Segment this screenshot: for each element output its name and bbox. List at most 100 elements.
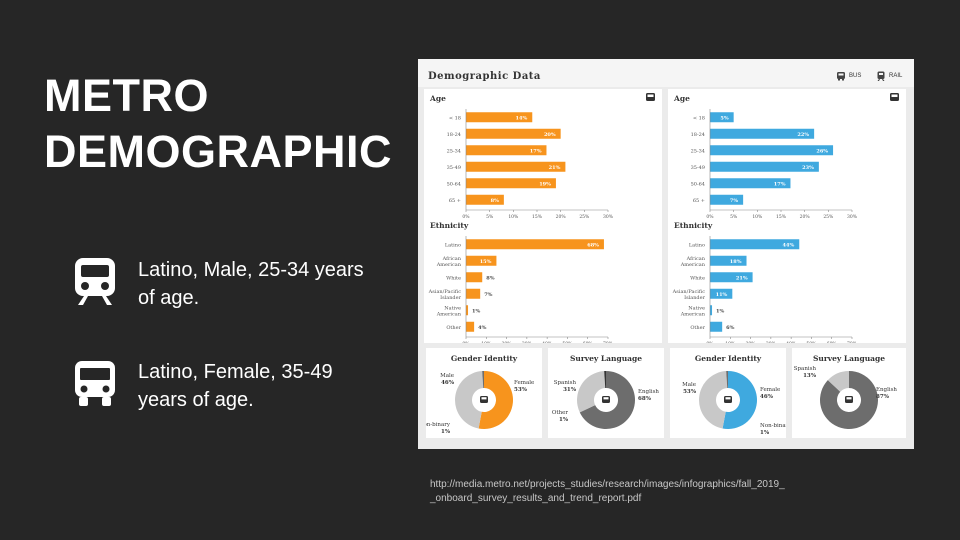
rail-age-title: Age: [673, 94, 690, 103]
bus-icon: [845, 396, 853, 403]
rail-eth-bar: [710, 305, 713, 316]
bus-gender-data-label: 1%: [441, 429, 451, 435]
rail-eth-tick-label: Latino: [689, 242, 705, 248]
rail-lang-legend-label: Spanish: [794, 366, 817, 372]
bus-lang-slice: [579, 371, 635, 429]
rail-gender-legend-label: Female: [760, 387, 780, 393]
bus-eth-x-tick-label: 70%: [603, 341, 614, 343]
bus-icon-body: [724, 396, 732, 403]
rail-gender-data-label: 46%: [760, 394, 774, 400]
rail-age-tick-label: 35-49: [691, 165, 705, 171]
bus-age-data-label: 19%: [539, 181, 551, 187]
rail-summary-text: Latino, Male, 25-34 years of age.: [138, 259, 364, 309]
bus-eth-tick-label: Native: [444, 305, 461, 311]
rail-eth-x-tick-label: 30%: [766, 341, 777, 343]
bus-age-x-tick-label: 5%: [486, 214, 494, 220]
rail-eth-tick-label: African: [686, 256, 706, 262]
bus-lang-data-label: 68%: [638, 396, 652, 402]
bus-icon-body: [845, 396, 853, 403]
rail-age-data-label: 23%: [802, 165, 814, 171]
bus-age-bar: [466, 128, 561, 139]
bus-lang-slice: [577, 371, 606, 413]
rail-bar-panel: Age < 18 5% 18-24 22% 25-34 26% 35-49 23% 50-64 17…: [668, 89, 906, 343]
bus-age-data-label: 21%: [549, 165, 561, 171]
rail-eth-title: Ethnicity: [674, 221, 713, 230]
bus-eth-x-tick-label: 10%: [481, 341, 492, 343]
rail-eth-bar: [710, 239, 800, 250]
rail-age-tick-label: 18-24: [691, 132, 705, 138]
bus-age-bar: [466, 194, 504, 205]
rail-eth-tick-label: American: [680, 311, 706, 317]
slide-title-line-2: DEMOGRAPHIC: [44, 126, 393, 177]
rail-age-tick-label: < 18: [693, 115, 705, 121]
bus-eth-data-label: 8%: [486, 275, 494, 281]
bus-lang-data-label: 1%: [559, 417, 569, 423]
rail-eth-x-tick-label: 50%: [806, 341, 817, 343]
infographic-title: Demographic Data: [428, 71, 541, 82]
rail-eth-tick-label: Islander: [684, 295, 706, 301]
bus-gender-title: Gender Identity: [451, 354, 518, 363]
legend-bus-label: BUS: [849, 73, 862, 79]
rail-summary: Latino, Male, 25-34 years of age.: [72, 256, 364, 309]
bus-lang-legend-label: Spanish: [554, 380, 577, 386]
bus-age-bar: [466, 178, 556, 189]
rail-age-x-tick-label: 30%: [847, 214, 858, 220]
rail-gender-slice: [726, 371, 728, 389]
bus-icon: [724, 396, 732, 403]
bus-icon-body: [480, 396, 488, 403]
rail-eth-bar: [710, 272, 753, 283]
rail-age-bar: [710, 194, 744, 205]
bus-eth-tick-label: American: [436, 311, 462, 317]
bus-eth-bar: [466, 272, 483, 283]
rail-age-bar: [710, 128, 815, 139]
legend-bus: BUS: [836, 71, 861, 81]
bus-age-data-label: 17%: [530, 148, 542, 154]
bus-gender-slice: [454, 371, 484, 429]
rail-lang-data-label: 13%: [803, 373, 817, 379]
bus-lang-title: Survey Language: [570, 354, 642, 363]
bus-icon: [602, 396, 610, 403]
bus-gender-slice: [482, 371, 484, 389]
rail-eth-tick-label: American: [680, 262, 706, 268]
legend-rail: RAIL: [876, 71, 902, 81]
bus-eth-bar: [466, 255, 497, 266]
bus-lang-slice: [604, 371, 606, 389]
bus-eth-tick-label: Other: [446, 325, 461, 331]
bus-gender-data-label: 46%: [441, 380, 455, 386]
rail-eth-x-tick-label: 40%: [786, 341, 797, 343]
rail-age-data-label: 7%: [730, 198, 738, 204]
bus-age-tick-label: 18-24: [447, 132, 461, 138]
rail-age-x-tick-label: 15%: [776, 214, 787, 220]
bus-gender-legend-label: Non-binary: [426, 422, 451, 428]
rail-age-data-label: 5%: [720, 115, 728, 121]
rail-eth-bar: [710, 321, 723, 332]
rail-age-tick-label: 25-34: [691, 148, 705, 154]
bus-icon-window: [725, 397, 731, 400]
rail-eth-data-label: 21%: [736, 275, 748, 281]
bus-icon-body: [602, 396, 610, 403]
bus-lang-legend-label: English: [638, 389, 659, 395]
rail-age-x-tick-label: 5%: [730, 214, 738, 220]
infographic-image: Demographic Data BUS RAIL Age < 18 14% 18-2…: [418, 59, 914, 449]
bus-eth-data-label: 15%: [480, 259, 492, 265]
rail-eth-bar: [710, 255, 747, 266]
rail-age-bar: [710, 178, 791, 189]
rail-gender-title: Gender Identity: [695, 354, 762, 363]
bus-eth-data-label: 68%: [587, 242, 599, 248]
rail-age-data-label: 17%: [774, 181, 786, 187]
rail-lang-legend-label: English: [876, 387, 897, 393]
rail-eth-tick-label: White: [690, 275, 705, 281]
rail-eth-x-tick-label: 70%: [847, 341, 858, 343]
bus-eth-data-label: 1%: [472, 308, 480, 314]
bus-age-tick-label: 25-34: [447, 148, 461, 154]
rail-language-panel: Survey Language English 87% Spanish 13%: [792, 348, 906, 438]
train-icon: [75, 258, 115, 305]
bus-age-x-tick-label: 15%: [532, 214, 543, 220]
train-icon: [890, 93, 899, 101]
rail-eth-tick-label: Asian/Pacific: [672, 289, 706, 295]
bus-icon-window: [481, 397, 487, 400]
rail-eth-data-label: 11%: [716, 292, 728, 298]
rail-age-x-tick-label: 10%: [752, 214, 763, 220]
